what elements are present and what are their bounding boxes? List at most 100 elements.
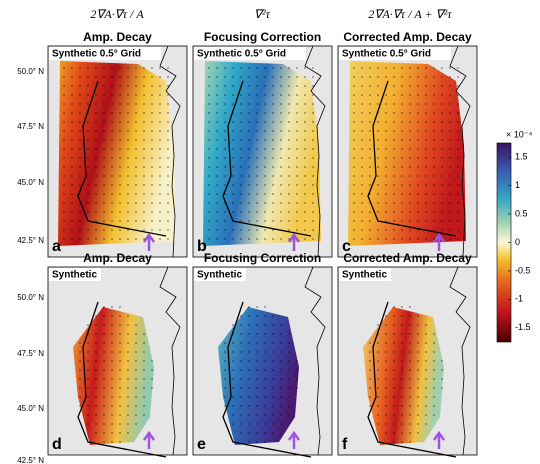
grid-dot [272,405,274,407]
grid-dot [208,175,210,177]
grid-dot [111,94,113,96]
grid-dot [159,229,161,231]
grid-dot [87,193,89,195]
grid-dot [103,432,105,434]
tag-box [194,268,246,281]
grid-dot [224,369,226,371]
grid-dot [159,130,161,132]
grid-dot [353,94,355,96]
grid-dot [312,85,314,87]
grid-dot [111,441,113,443]
grid-dot [377,396,379,398]
grid-dot [167,94,169,96]
grid-dot [272,193,274,195]
grid-dot [127,121,129,123]
grid-dot [409,148,411,150]
colorbar-tick-label: -1.5 [515,322,531,332]
grid-dot [135,211,137,213]
grid-dot [401,130,403,132]
grid-dot [401,103,403,105]
grid-dot [79,76,81,78]
grid-dot [433,85,435,87]
grid-dot [79,112,81,114]
grid-dot [353,139,355,141]
grid-dot [304,121,306,123]
grid-dot [119,85,121,87]
grid-dot [385,387,387,389]
grid-dot [304,184,306,186]
grid-dot [256,76,258,78]
grid-dot [159,85,161,87]
grid-dot [385,432,387,434]
grid-dot [272,333,274,335]
grid-dot [288,184,290,186]
grid-dot [208,112,210,114]
grid-dot [353,238,355,240]
grid-dot [457,220,459,222]
grid-dot [369,378,371,380]
grid-dot [417,103,419,105]
grid-dot [143,342,145,344]
grid-dot [232,184,234,186]
grid-dot [95,94,97,96]
grid-dot [377,166,379,168]
grid-dot [216,202,218,204]
grid-dot [135,423,137,425]
grid-dot [393,157,395,159]
grid-dot [425,139,427,141]
grid-dot [369,184,371,186]
grid-dot [264,333,266,335]
grid-dot [143,175,145,177]
grid-dot [312,121,314,123]
grid-dot [361,238,363,240]
boundary [77,301,167,458]
grid-dot [216,184,218,186]
grid-dot [216,112,218,114]
grid-dot [135,342,137,344]
grid-dot [409,423,411,425]
grid-dot [232,238,234,240]
grid-dot [296,202,298,204]
grid-dot [385,315,387,317]
grid-dot [401,360,403,362]
grid-dot [401,306,403,308]
grid-dot [119,202,121,204]
grid-dot [143,387,145,389]
grid-dot [393,166,395,168]
grid-dot [103,324,105,326]
grid-dot [63,184,65,186]
grid-dot [393,351,395,353]
grid-dot [288,148,290,150]
coastline [449,266,471,456]
grid-dot [433,103,435,105]
grid-dot [103,351,105,353]
grid-dot [369,85,371,87]
panel-letter: f [342,436,348,453]
grid-dot [240,103,242,105]
grid-dot [353,148,355,150]
arrow [287,430,301,449]
grid-dot [71,103,73,105]
grid-dot [79,387,81,389]
grid-dot [111,387,113,389]
grid-dot [417,175,419,177]
grid-dot [433,130,435,132]
grid-dot [119,432,121,434]
grid-dot [264,405,266,407]
grid-dot [312,130,314,132]
grid-dot [393,441,395,443]
grid-dot [256,184,258,186]
grid-dot [119,324,121,326]
grid-dot [256,229,258,231]
grid-dot [304,112,306,114]
grid-dot [127,432,129,434]
grid-dot [353,67,355,69]
grid-dot [264,85,266,87]
grid-dot [385,342,387,344]
grid-dot [385,130,387,132]
grid-dot [369,369,371,371]
grid-dot [135,333,137,335]
grid-dot [95,76,97,78]
grid-dot [401,432,403,434]
grid-dot [232,121,234,123]
